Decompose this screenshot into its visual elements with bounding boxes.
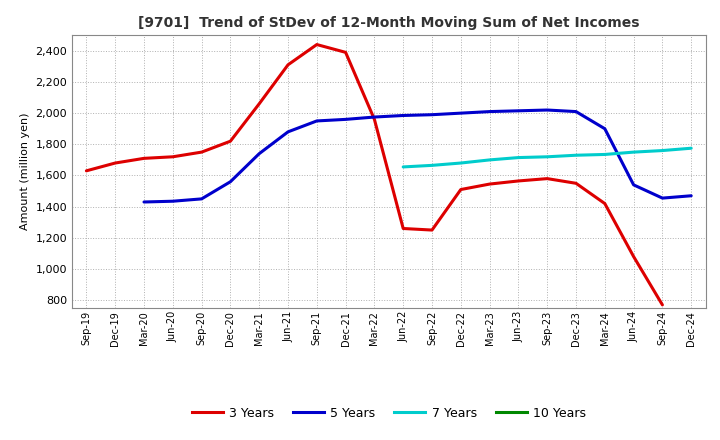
5 Years <box>284 129 292 135</box>
5 Years <box>428 112 436 117</box>
5 Years <box>312 118 321 124</box>
3 Years <box>485 181 494 187</box>
5 Years <box>543 107 552 113</box>
5 Years <box>140 199 148 205</box>
3 Years <box>399 226 408 231</box>
3 Years <box>255 101 264 106</box>
3 Years <box>543 176 552 181</box>
Legend: 3 Years, 5 Years, 7 Years, 10 Years: 3 Years, 5 Years, 7 Years, 10 Years <box>186 402 591 425</box>
3 Years <box>456 187 465 192</box>
5 Years <box>629 182 638 187</box>
7 Years <box>600 152 609 157</box>
7 Years <box>687 146 696 151</box>
3 Years <box>428 227 436 233</box>
5 Years <box>399 113 408 118</box>
7 Years <box>514 155 523 160</box>
3 Years <box>341 50 350 55</box>
3 Years <box>370 117 379 122</box>
Line: 7 Years: 7 Years <box>403 148 691 167</box>
5 Years <box>600 126 609 132</box>
5 Years <box>572 109 580 114</box>
5 Years <box>687 193 696 198</box>
3 Years <box>168 154 177 159</box>
5 Years <box>370 114 379 120</box>
7 Years <box>428 163 436 168</box>
7 Years <box>485 157 494 162</box>
7 Years <box>543 154 552 159</box>
7 Years <box>456 161 465 166</box>
3 Years <box>226 139 235 144</box>
7 Years <box>629 150 638 155</box>
7 Years <box>658 148 667 153</box>
5 Years <box>226 179 235 184</box>
3 Years <box>572 181 580 186</box>
3 Years <box>82 168 91 173</box>
Title: [9701]  Trend of StDev of 12-Month Moving Sum of Net Incomes: [9701] Trend of StDev of 12-Month Moving… <box>138 16 639 30</box>
5 Years <box>255 151 264 156</box>
5 Years <box>658 195 667 201</box>
3 Years <box>629 254 638 259</box>
Y-axis label: Amount (million yen): Amount (million yen) <box>20 113 30 231</box>
3 Years <box>658 302 667 308</box>
3 Years <box>140 156 148 161</box>
3 Years <box>197 150 206 155</box>
3 Years <box>514 178 523 183</box>
5 Years <box>485 109 494 114</box>
5 Years <box>341 117 350 122</box>
5 Years <box>456 110 465 116</box>
5 Years <box>514 108 523 114</box>
7 Years <box>572 153 580 158</box>
5 Years <box>197 196 206 202</box>
7 Years <box>399 164 408 169</box>
5 Years <box>168 198 177 204</box>
Line: 5 Years: 5 Years <box>144 110 691 202</box>
3 Years <box>600 201 609 206</box>
3 Years <box>312 42 321 47</box>
3 Years <box>111 161 120 166</box>
Line: 3 Years: 3 Years <box>86 44 662 305</box>
3 Years <box>284 62 292 67</box>
